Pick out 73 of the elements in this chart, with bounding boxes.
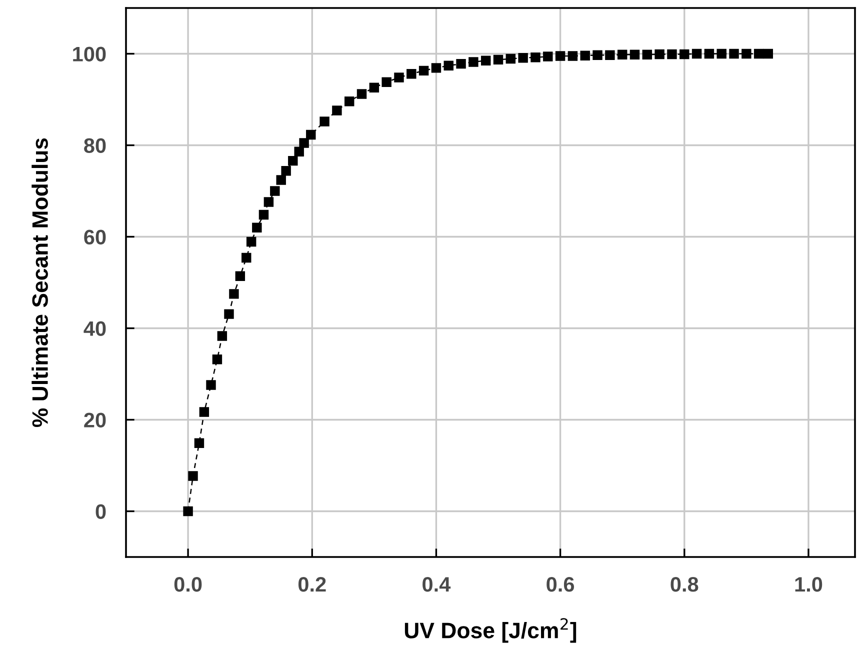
point — [444, 60, 454, 71]
y-tick-label: 40 — [84, 321, 106, 336]
point — [692, 48, 702, 59]
point — [258, 210, 269, 220]
point — [493, 54, 504, 65]
point — [288, 156, 298, 166]
y-tick-label: 0 — [96, 504, 106, 520]
point — [294, 146, 304, 157]
point — [229, 289, 239, 299]
point — [456, 58, 466, 69]
point — [344, 96, 354, 106]
point — [568, 51, 578, 61]
point — [206, 380, 216, 390]
point — [332, 106, 342, 116]
point — [188, 471, 198, 481]
point — [605, 50, 615, 60]
point — [654, 49, 664, 60]
point — [306, 130, 316, 140]
point — [667, 49, 677, 60]
point — [264, 197, 274, 207]
point — [480, 56, 491, 66]
point — [320, 116, 330, 126]
point — [680, 49, 690, 60]
x-tick-label: 0.0 — [174, 576, 202, 592]
point — [729, 48, 739, 59]
point — [246, 236, 256, 247]
point — [406, 69, 416, 79]
x-axis-title: UV Dose [J/cm$^{2}$] — [404, 618, 576, 643]
y-tick-label: 100 — [73, 46, 106, 62]
point — [431, 63, 442, 73]
point — [518, 53, 528, 63]
point — [704, 48, 714, 59]
point — [217, 331, 228, 341]
point — [212, 354, 222, 364]
point — [235, 271, 246, 281]
x-tick-label: 0.8 — [670, 576, 698, 592]
point — [742, 48, 752, 59]
y-axis-title: % Ultimate Secant Modulus — [32, 138, 48, 428]
point — [276, 175, 286, 185]
point — [530, 52, 540, 62]
y-tick-label: 80 — [84, 138, 106, 154]
x-tick-label: 1.0 — [795, 576, 822, 592]
point — [506, 54, 516, 64]
x-tick-label: 0.4 — [422, 576, 451, 592]
point — [394, 72, 404, 82]
point — [555, 51, 566, 61]
point — [252, 222, 262, 232]
point — [299, 138, 309, 148]
point — [418, 66, 429, 76]
y-tick-label: 20 — [84, 412, 106, 428]
point — [630, 50, 640, 60]
point — [763, 48, 773, 59]
point — [194, 438, 204, 448]
point — [468, 57, 478, 67]
point — [242, 252, 252, 263]
point — [543, 52, 553, 62]
point — [716, 48, 726, 59]
point — [356, 89, 367, 99]
point — [270, 186, 280, 196]
point — [382, 77, 392, 87]
point — [617, 50, 628, 60]
x-tick-label: 0.6 — [546, 576, 574, 592]
point — [369, 82, 380, 92]
point — [642, 50, 652, 60]
point — [592, 50, 602, 60]
point — [199, 407, 210, 417]
point — [580, 50, 590, 60]
point — [224, 309, 234, 319]
point — [754, 48, 764, 59]
point — [281, 166, 291, 176]
x-tick-label: 0.2 — [298, 576, 326, 592]
y-tick-label: 60 — [84, 230, 106, 245]
point — [183, 506, 193, 516]
